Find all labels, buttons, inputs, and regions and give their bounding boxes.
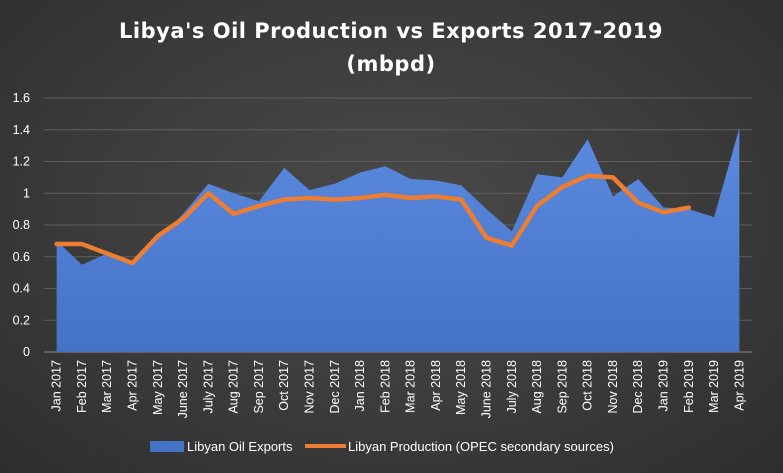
x-tick-label: Mar 2019 — [707, 360, 721, 413]
y-axis: 0 0.2 0.4 0.6 0.8 1 1.2 1.4 1.6 — [13, 91, 30, 359]
y-tick-label: 0.6 — [13, 250, 30, 264]
legend-swatch-exports — [150, 441, 184, 452]
x-tick-label: May 2018 — [454, 360, 468, 415]
x-tick-label: Dec 2017 — [328, 360, 342, 414]
x-tick-label: Mar 2017 — [100, 360, 114, 413]
x-tick-label: Apr 2018 — [429, 360, 443, 411]
x-tick-label: Aug 2017 — [227, 360, 241, 414]
y-tick-label: 1.4 — [13, 123, 30, 137]
x-tick-label: Oct 2017 — [277, 360, 291, 411]
y-tick-label: 0.8 — [13, 218, 30, 232]
y-tick-label: 1.2 — [13, 155, 30, 169]
x-tick-label: Sep 2017 — [252, 360, 266, 414]
chart-title-line-2: (mbpd) — [346, 52, 435, 76]
y-tick-label: 0 — [23, 345, 30, 359]
x-tick-label: Jan 2019 — [657, 360, 671, 411]
production-line — [54, 173, 692, 266]
x-tick-label: Apr 2019 — [732, 360, 746, 411]
x-tick-label: June 2017 — [176, 360, 190, 418]
y-tick-label: 1 — [23, 186, 30, 200]
x-tick-label: July 2018 — [505, 360, 519, 414]
legend-label-exports: Libyan Oil Exports — [187, 439, 293, 454]
x-tick-label: Feb 2019 — [682, 360, 696, 413]
x-tick-label: Feb 2017 — [75, 360, 89, 413]
x-axis: Jan 2017 Feb 2017 Mar 2017 Apr 2017 May 2017… — [50, 360, 747, 418]
x-tick-label: Jan 2018 — [353, 360, 367, 411]
legend: Libyan Oil Exports Libyan Production (OPE… — [150, 439, 614, 454]
x-tick-label: Nov 2017 — [303, 360, 317, 414]
chart-title-line-1: Libya's Oil Production vs Exports 2017-2… — [119, 19, 663, 43]
x-tick-label: Dec 2018 — [631, 360, 645, 414]
legend-label-production: Libyan Production (OPEC secondary source… — [348, 439, 614, 454]
production-line-series — [54, 173, 692, 266]
x-tick-label: Feb 2018 — [378, 360, 392, 413]
x-tick-label: Sep 2018 — [555, 360, 569, 414]
x-tick-label: May 2017 — [151, 360, 165, 415]
x-tick-label: Apr 2017 — [126, 360, 140, 411]
x-tick-label: Oct 2018 — [581, 360, 595, 411]
x-tick-label: Aug 2018 — [530, 360, 544, 414]
x-tick-label: Nov 2018 — [606, 360, 620, 414]
x-tick-label: June 2018 — [480, 360, 494, 418]
x-tick-label: Mar 2018 — [404, 360, 418, 413]
y-tick-label: 0.2 — [13, 313, 30, 327]
y-tick-label: 0.4 — [13, 282, 30, 296]
x-tick-label: Jan 2017 — [50, 360, 64, 411]
y-tick-label: 1.6 — [13, 91, 30, 105]
x-tick-label: July 2017 — [201, 360, 215, 414]
